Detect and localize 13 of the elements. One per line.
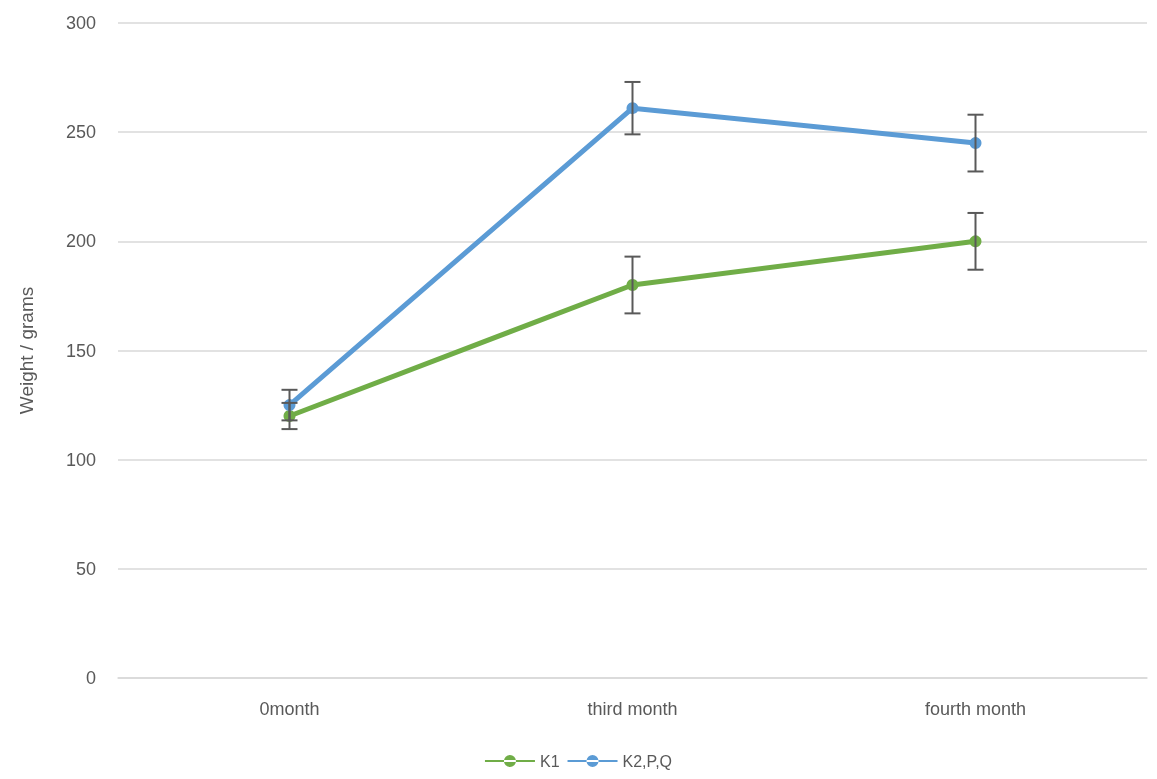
legend-label: K1 <box>539 752 560 770</box>
y-tick-label: 250 <box>65 122 96 143</box>
x-tick-label: third month <box>587 699 678 719</box>
y-tick-label: 150 <box>65 340 96 361</box>
legend-label: K2,P,Q <box>622 752 673 770</box>
x-tick-label: 0month <box>259 699 320 719</box>
y-tick-label: 50 <box>75 558 96 579</box>
y-axis-title: Weight / grams <box>16 286 37 415</box>
y-tick-label: 0 <box>85 668 96 688</box>
y-tick-label: 300 <box>65 13 96 33</box>
y-tick-label: 100 <box>65 449 96 470</box>
x-tick-label: fourth month <box>924 699 1027 719</box>
y-tick-label: 200 <box>65 231 96 252</box>
